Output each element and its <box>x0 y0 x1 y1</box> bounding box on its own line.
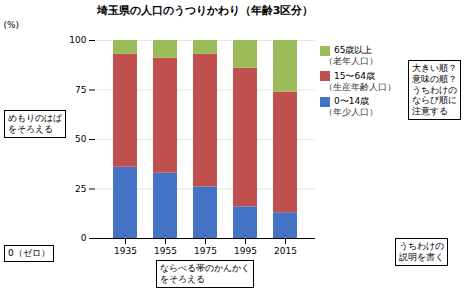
svg-text:1935: 1935 <box>114 246 137 256</box>
html-text:ならべる帯のかんかく をそろえる: ならべる帯のかんかく をそろえる <box>160 263 250 284</box>
html-text:うちわけの 説明を書く: うちわけの 説明を書く <box>399 241 444 262</box>
html-text:65歳以上: 65歳以上 <box>334 45 373 55</box>
html-text:埼玉県の人口のうつりかわり（年齢3区分）: 埼玉県の人口のうつりかわり（年齢3区分） <box>96 4 314 17</box>
svg-text:2015: 2015 <box>274 246 297 256</box>
svg-text:(%): (%) <box>4 20 20 30</box>
html-text:（年少人口）: （年少人口） <box>324 107 378 118</box>
svg-text:1975: 1975 <box>194 246 217 256</box>
svg-text:1995: 1995 <box>234 246 257 256</box>
svg-text:100: 100 <box>69 35 86 45</box>
html-text:15〜64歳: 15〜64歳 <box>334 70 375 81</box>
html-text:めもりのはば をそろえる: めもりのはば をそろえる <box>8 113 62 134</box>
html-text:（生産年齢人口）: （生産年齢人口） <box>324 81 396 92</box>
svg-text:1955: 1955 <box>154 246 177 256</box>
html-text:0〜14歳: 0〜14歳 <box>334 96 370 106</box>
svg-text:25: 25 <box>75 184 86 194</box>
svg-text:75: 75 <box>75 85 86 95</box>
svg-text:0: 0 <box>81 233 87 243</box>
html-text:（老年人口）: （老年人口） <box>324 56 378 67</box>
svg-text:50: 50 <box>75 134 87 144</box>
html-text:大きい順？ 意味の順？ うちわけの ならび順に 注意する: 大きい順？ 意味の順？ うちわけの ならび順に 注意する <box>412 63 457 117</box>
html-text:0（ゼロ）: 0（ゼロ） <box>8 248 50 258</box>
